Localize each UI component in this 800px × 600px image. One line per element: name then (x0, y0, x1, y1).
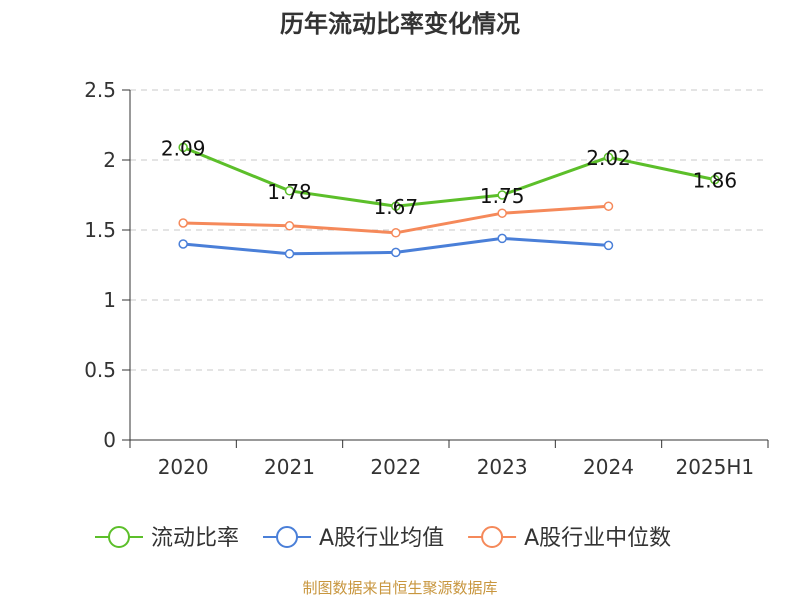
data-point (391, 201, 401, 211)
y-tick-label: 0.5 (84, 358, 116, 382)
data-point (603, 240, 614, 251)
series-layer (178, 142, 720, 259)
y-tick-label: 2.5 (84, 78, 116, 102)
legend-marker (481, 526, 504, 548)
series-line (182, 146, 716, 208)
legend-label: 流动比率 (151, 526, 239, 551)
data-point (178, 218, 188, 228)
legend-item[interactable]: A股行业中位数 (468, 526, 671, 551)
data-point (603, 201, 614, 211)
x-tick-label: 2024 (583, 455, 634, 479)
data-point (497, 208, 507, 218)
legend-item[interactable]: 流动比率 (95, 526, 239, 551)
data-point (284, 221, 295, 231)
data-labels: 2.09 1.78 1.67 1.75 2.02 1.86 (161, 136, 737, 219)
data-label: 1.75 (480, 184, 525, 208)
x-tick-label: 2025H1 (675, 455, 754, 479)
legend-label: A股行业均值 (319, 526, 444, 551)
y-tick-label: 1.5 (84, 218, 116, 242)
data-point (603, 152, 614, 162)
data-point (284, 186, 295, 196)
data-point (391, 247, 401, 258)
data-point (284, 249, 295, 259)
data-point (710, 174, 720, 185)
legend-marker (108, 526, 130, 548)
data-label: 1.67 (374, 195, 419, 219)
x-tick-label: 2023 (477, 455, 528, 479)
data-point (497, 233, 507, 244)
source-note: 制图数据来自恒生聚源数据库 (302, 579, 498, 597)
x-tick-label: 2021 (264, 455, 315, 479)
data-label: 2.09 (161, 136, 206, 160)
axes: 0 0.5 1 1.5 2 2.5 2020 2021 2022 2023 2024 2025H1 (84, 78, 769, 479)
data-label: 2.02 (586, 146, 631, 170)
x-tick-label: 2020 (158, 455, 209, 479)
legend-label: A股行业中位数 (524, 526, 671, 551)
y-tick-label: 2 (103, 148, 116, 172)
legend-item[interactable]: A股行业均值 (263, 526, 444, 551)
data-point (178, 142, 188, 153)
data-point (178, 239, 188, 249)
legend[interactable]: 流动比率 A股行业均值 A股行业中位数 (95, 526, 671, 551)
legend-marker (276, 526, 299, 548)
data-label: 1.78 (267, 180, 312, 204)
data-point (497, 190, 507, 200)
data-point (391, 228, 401, 238)
chart-title: 历年流动比率变化情况 (280, 10, 520, 38)
y-tick-label: 0 (103, 428, 116, 452)
data-label: 1.86 (693, 169, 738, 193)
x-tick-label: 2022 (370, 455, 421, 479)
y-tick-label: 1 (103, 288, 116, 312)
grid (130, 89, 768, 371)
